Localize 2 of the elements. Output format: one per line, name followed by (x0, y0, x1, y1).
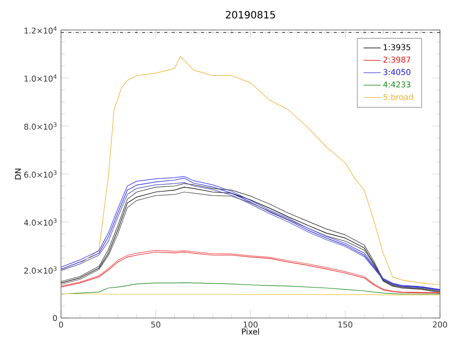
line-series (61, 56, 440, 286)
chart-title: 20190815 (226, 10, 275, 18)
